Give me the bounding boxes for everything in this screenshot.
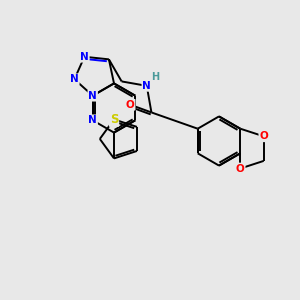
Text: N: N bbox=[70, 74, 79, 84]
Text: H: H bbox=[151, 72, 159, 82]
Text: O: O bbox=[236, 164, 245, 173]
Text: O: O bbox=[126, 100, 135, 110]
Text: O: O bbox=[259, 131, 268, 141]
Text: N: N bbox=[80, 52, 89, 62]
Text: N: N bbox=[88, 91, 97, 101]
Text: N: N bbox=[88, 115, 97, 125]
Text: N: N bbox=[142, 81, 151, 91]
Text: S: S bbox=[110, 113, 118, 126]
